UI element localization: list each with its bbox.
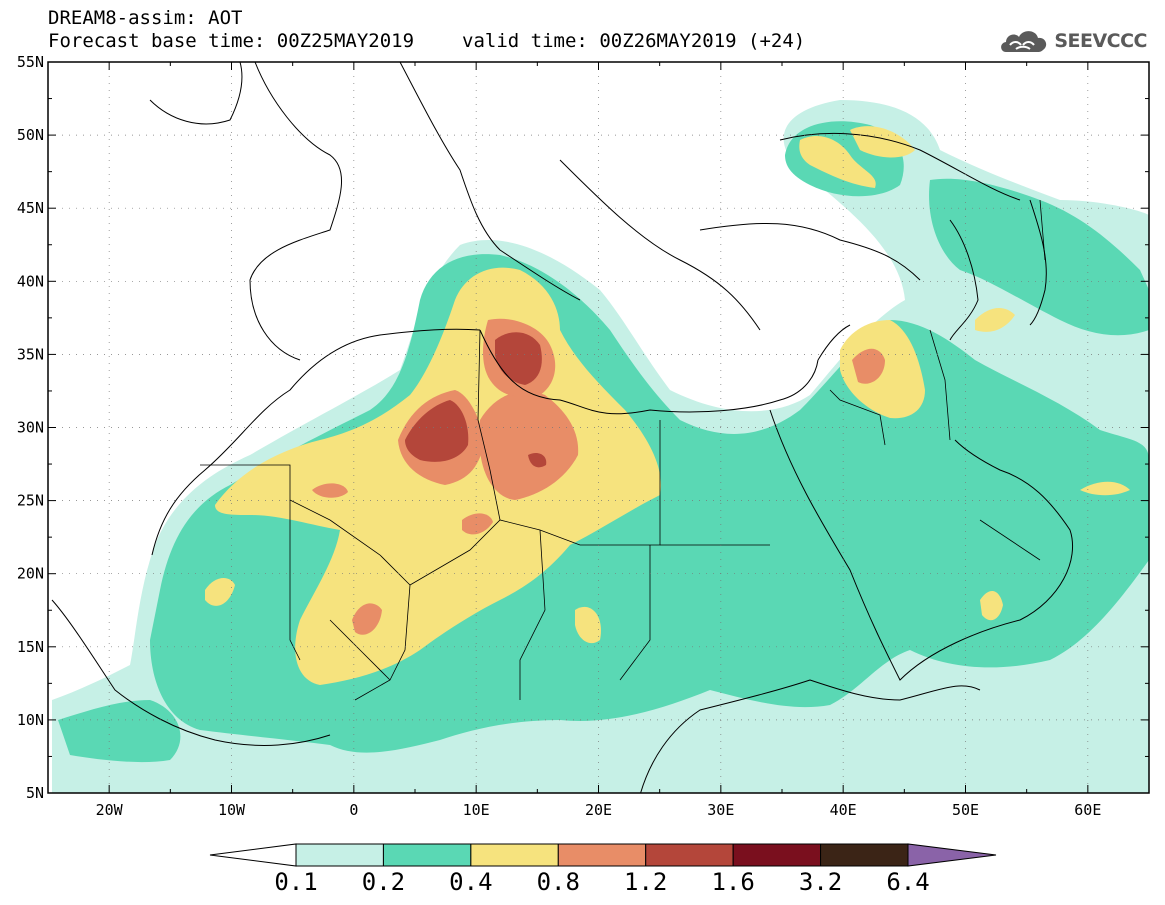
country-borders xyxy=(200,199,1046,701)
valid-time-label: valid time: 00Z26MAY2019 (+24) xyxy=(462,30,806,52)
lat-tick-label: 15N xyxy=(17,638,44,656)
colorbar-label: 0.8 xyxy=(536,868,580,896)
colorbar-label: 0.1 xyxy=(274,868,318,896)
colorbar-segment xyxy=(645,843,734,867)
base-time-label: Forecast base time: 00Z25MAY2019 xyxy=(48,30,415,52)
colorbar-label: 3.2 xyxy=(798,868,843,896)
lon-tick-label: 30E xyxy=(707,801,734,819)
colorbar-label: 1.6 xyxy=(711,868,755,896)
logo-text: SEEVCCC xyxy=(1054,30,1147,52)
lat-tick-label: 10N xyxy=(17,711,44,729)
coastlines xyxy=(51,62,1074,793)
graticule xyxy=(48,62,1149,793)
axis-tick-labels: 55N 50N 45N 40N 35N 30N 25N 20N 15N 10N 5N 20W 10W 0 1… xyxy=(17,53,1101,819)
colorbar-segment xyxy=(470,843,559,867)
axis-ticks xyxy=(47,61,1150,794)
aot-band-1.2 xyxy=(405,332,547,468)
map-title: DREAM8-assim: AOT xyxy=(48,7,243,29)
colorbar-label: 6.4 xyxy=(886,868,930,896)
colorbar-segment xyxy=(732,843,822,867)
lat-tick-label: 50N xyxy=(17,126,44,144)
lat-tick-label: 20N xyxy=(17,565,44,583)
time-info: Forecast base time: 00Z25MAY2019 valid ti… xyxy=(48,31,805,51)
colorbar-segment xyxy=(557,843,647,867)
colorbar-label: 1.2 xyxy=(624,868,668,896)
colorbar-low-arrow xyxy=(209,843,297,867)
lat-tick-label: 55N xyxy=(17,53,44,71)
lon-tick-label: 0 xyxy=(349,801,358,819)
colorbar-segment xyxy=(295,843,384,867)
lat-tick-label: 45N xyxy=(17,199,44,217)
lon-tick-label: 20E xyxy=(585,801,612,819)
lat-tick-label: 25N xyxy=(17,492,44,510)
colorbar-high-arrow xyxy=(907,843,997,867)
lon-tick-label: 40E xyxy=(830,801,857,819)
lon-tick-label: 10E xyxy=(463,801,490,819)
lat-tick-label: 30N xyxy=(17,419,44,437)
cloud-icon xyxy=(1001,31,1047,52)
aot-field xyxy=(48,62,1149,793)
colorbar-label: 0.2 xyxy=(361,868,406,896)
lon-tick-label: 60E xyxy=(1074,801,1101,819)
lat-tick-label: 5N xyxy=(26,784,44,802)
lon-tick-label: 20W xyxy=(96,801,124,819)
colorbar-segment xyxy=(820,843,909,867)
colorbar xyxy=(209,843,997,867)
colorbar-label: 0.4 xyxy=(449,868,493,896)
lon-tick-label: 10W xyxy=(218,801,246,819)
lat-tick-label: 40N xyxy=(17,272,44,290)
colorbar-segment xyxy=(382,843,472,867)
seevccc-logo: SEEVCCC xyxy=(998,26,1147,56)
lat-tick-label: 35N xyxy=(17,345,44,363)
lon-tick-label: 50E xyxy=(952,801,979,819)
